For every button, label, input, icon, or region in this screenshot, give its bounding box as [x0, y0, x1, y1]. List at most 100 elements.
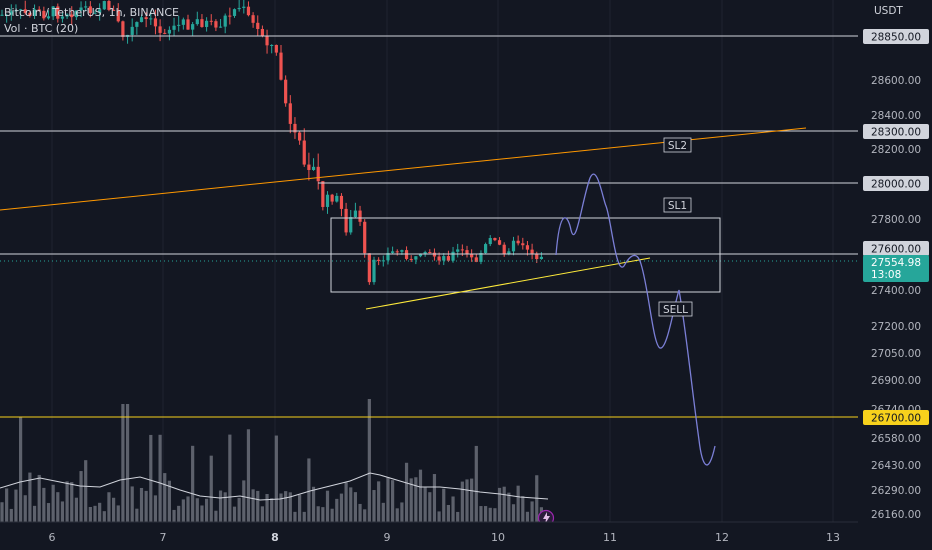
symbol-title[interactable]: Bitcoin / TetherUS, 1h, BINANCE — [4, 6, 180, 19]
candle-body — [23, 9, 27, 13]
volume-bar — [9, 508, 13, 522]
volume-bar — [367, 399, 371, 522]
candle-body — [191, 24, 195, 30]
time-tick: 7 — [160, 531, 167, 544]
candle-body — [525, 245, 530, 250]
sl2-label[interactable]: SL2 — [663, 137, 692, 153]
volume-bar — [442, 488, 446, 522]
volume-bar — [186, 496, 190, 522]
volume-bar — [386, 477, 390, 522]
candle-body — [344, 208, 348, 233]
volume-bar — [437, 511, 441, 522]
candle-body — [88, 6, 92, 14]
volume-bar — [344, 482, 348, 522]
volume-bar — [479, 506, 483, 522]
volume-bar — [116, 505, 120, 522]
volume-bar — [98, 502, 102, 522]
candle-body — [349, 217, 353, 233]
candle-body — [84, 6, 88, 8]
candle-body — [181, 19, 185, 25]
candle-body — [107, 1, 111, 10]
support-trendline[interactable] — [365, 257, 651, 310]
volume-bar — [525, 511, 530, 522]
candle-body — [144, 17, 148, 19]
volume-bar — [125, 404, 130, 522]
candle-body — [98, 9, 102, 13]
volume-bar — [218, 490, 223, 522]
sell-label[interactable]: SELL — [658, 301, 693, 317]
volume-bar — [288, 492, 292, 522]
current-price-tag[interactable]: 27554.98 13:08 — [863, 255, 929, 282]
volume-bar — [260, 506, 264, 522]
volume-bar — [321, 507, 325, 522]
time-tick: 8 — [271, 531, 279, 544]
volume-bar — [256, 490, 260, 522]
volume-bar — [163, 473, 167, 522]
volume-bar — [414, 477, 418, 522]
volume-bar — [511, 504, 516, 522]
volume-ma-line — [0, 472, 549, 501]
candle-body — [446, 256, 450, 261]
candle-body — [311, 166, 316, 170]
volume-bar — [474, 445, 478, 522]
price-tag-28000[interactable]: 28000.00 — [863, 176, 929, 191]
volume-bar — [232, 506, 237, 522]
volume-bar — [107, 492, 111, 522]
candle-body — [298, 132, 302, 141]
volume-bar — [530, 501, 534, 522]
time-axis[interactable]: 6 7 8 9 10 11 12 13 — [0, 521, 858, 550]
svg-text:26700.00: 26700.00 — [871, 413, 921, 425]
volume-bar — [502, 486, 506, 522]
candle-body — [242, 6, 246, 8]
volume-bar — [488, 507, 492, 522]
candle-body — [381, 260, 385, 262]
candle-body — [19, 9, 23, 11]
candle-body — [228, 15, 232, 17]
volume-bar — [330, 508, 334, 522]
projection-path[interactable] — [555, 173, 716, 466]
price-axis[interactable]: USDT 28600.00 28400.00 28200.00 27800.00… — [858, 0, 932, 550]
volume-bar — [265, 494, 269, 522]
time-tick: 11 — [603, 531, 617, 544]
volume-bar — [37, 474, 41, 522]
volume-bar — [102, 511, 106, 522]
candle-body — [321, 181, 325, 207]
candle-body — [377, 259, 381, 261]
candle-body — [391, 251, 395, 253]
price-tag-27600[interactable]: 27600.00 — [863, 241, 929, 256]
price-tick: 26430.00 — [871, 460, 921, 472]
volume-bar — [121, 404, 125, 522]
candle-body — [177, 24, 181, 26]
volume-bar — [42, 487, 46, 522]
volume-bar — [135, 508, 139, 522]
volume-bar — [28, 472, 32, 522]
consolidation-rectangle[interactable] — [330, 217, 721, 293]
candle-body — [265, 36, 269, 46]
price-tag-28850[interactable]: 28850.00 — [863, 29, 929, 44]
candle-body — [93, 12, 97, 14]
volume-indicator-title[interactable]: Vol · BTC (20) — [4, 22, 79, 35]
volume-bar — [65, 481, 69, 522]
time-tick: 6 — [49, 531, 56, 544]
volume-bar — [381, 502, 385, 522]
volume-histogram — [0, 399, 543, 522]
volume-bar — [353, 492, 357, 522]
candle-body — [167, 29, 171, 34]
price-tag-26700[interactable]: 26700.00 — [863, 410, 929, 425]
candle-body — [232, 9, 237, 16]
candle-body — [42, 10, 46, 19]
price-tag-28300[interactable]: 28300.00 — [863, 124, 929, 139]
volume-bar — [363, 509, 367, 522]
candle-body — [358, 210, 362, 222]
volume-bar — [23, 495, 27, 522]
candle-body — [79, 7, 83, 11]
candle-body — [214, 21, 218, 28]
candle-body — [418, 253, 423, 257]
candle-body — [470, 254, 474, 258]
sl1-label[interactable]: SL1 — [663, 197, 692, 213]
candle-body — [246, 6, 251, 16]
candle-body — [339, 195, 344, 209]
chart-legend[interactable]: Bitcoin / TetherUS, 1h, BINANCE Vol · BT… — [4, 5, 179, 37]
candle-body — [37, 9, 41, 11]
